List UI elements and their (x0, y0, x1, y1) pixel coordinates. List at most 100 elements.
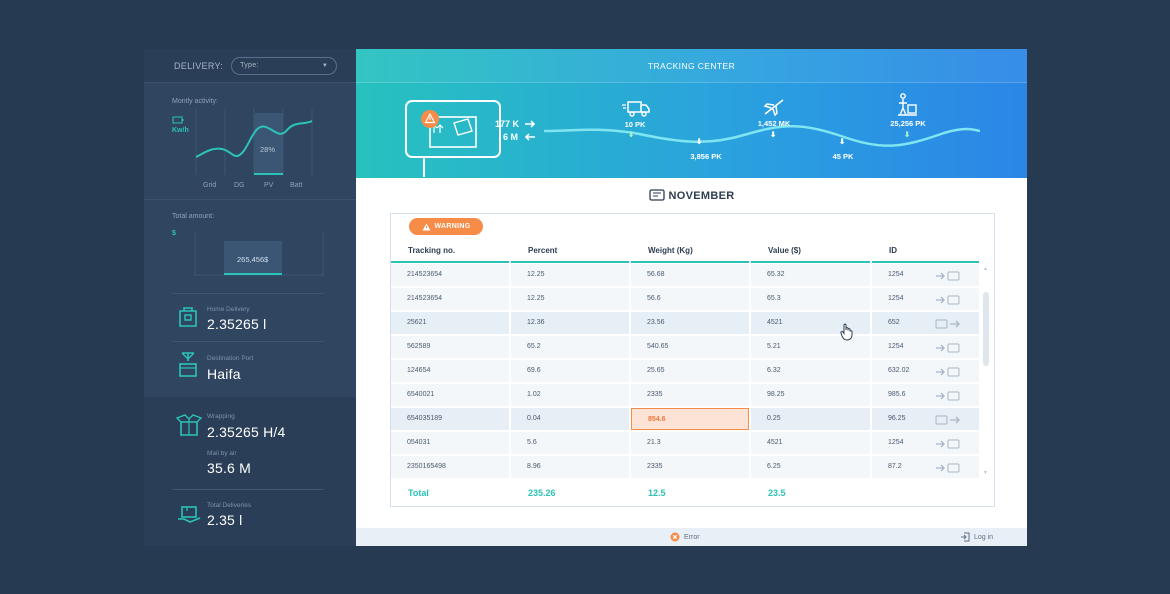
box-frame-icon (648, 189, 665, 201)
transfer-icon[interactable] (935, 294, 961, 306)
scrollbar[interactable]: ▲ ▼ (983, 266, 989, 478)
transfer-icon[interactable] (935, 462, 961, 474)
error-status[interactable]: Error (670, 532, 700, 542)
cell-value: 98.25 (751, 384, 870, 406)
point-label-4: 45 PK (832, 152, 854, 161)
divider (144, 199, 356, 200)
cell-weight: 23.56 (631, 312, 749, 334)
warning-icon (421, 110, 439, 128)
total-label: Total (408, 488, 429, 498)
cell-weight: 2335 (631, 384, 749, 406)
home-delivery-value: 2.35265 l (207, 316, 267, 332)
destination-port-value: Haifa (207, 366, 241, 382)
transfer-icon[interactable] (935, 342, 961, 354)
transfer-icon[interactable] (935, 270, 961, 282)
scrollbar-thumb[interactable] (983, 292, 989, 366)
total-amount-value: 265,456$ (237, 255, 269, 264)
cell-percent: 5.6 (511, 432, 629, 454)
cell-id: 87.2 (872, 456, 979, 478)
table-row[interactable]: 054031 5.6 21.3 4521 1254 (391, 431, 979, 455)
open-box-icon (176, 414, 202, 436)
cell-weight: 25.65 (631, 360, 749, 382)
table-row[interactable]: 214523654 12.25 56.68 65.32 1254 (391, 263, 979, 287)
cell-id: 96.25 (872, 408, 979, 430)
table-row[interactable]: 562589 65.2 540.65 5.21 1254 (391, 335, 979, 359)
cell-percent: 12.36 (511, 312, 629, 334)
transfer-icon[interactable] (935, 366, 961, 378)
warning-icon (422, 223, 431, 230)
point-label-1: 10 PK (624, 120, 646, 129)
sidebar: DELIVERY: Type: ▼ Montly activity: Kw/h … (144, 49, 356, 546)
cell-percent: 65.2 (511, 336, 629, 358)
divider (172, 489, 324, 490)
cell-value: 0.25 (751, 408, 870, 430)
error-icon (670, 532, 680, 542)
cell-id: 1254 (872, 288, 979, 310)
total-deliveries-label: Total Deliveries (207, 502, 252, 509)
col-weight[interactable]: Weight (Kg) (648, 246, 693, 255)
cell-percent: 8.96 (511, 456, 629, 478)
arrow-down-icon: ⬇ (628, 130, 635, 139)
cell-tracking-no: 562589 (391, 336, 509, 358)
col-value[interactable]: Value ($) (768, 246, 801, 255)
transfer-icon[interactable] (935, 390, 961, 402)
col-id[interactable]: ID (889, 246, 897, 255)
table-header: Tracking no. Percent Weight (Kg) Value (… (391, 240, 979, 263)
point-label-5: 25,256 PK (890, 119, 926, 128)
delivery-filter-bar: DELIVERY: Type: ▼ (144, 49, 356, 83)
month-label: NOVEMBER (668, 190, 735, 202)
cell-id: 1254 (872, 336, 979, 358)
point-label-3: 1,452 MK (757, 119, 791, 128)
warning-label: WARNING (434, 223, 471, 230)
cell-tracking-no: 25621 (391, 312, 509, 334)
arrow-down-icon: ⬇ (696, 137, 703, 146)
col-tracking-no[interactable]: Tracking no. (408, 246, 456, 255)
cell-percent: 1.02 (511, 384, 629, 406)
type-select-value: Type: (240, 62, 259, 69)
bar-category-batt: Batt (290, 182, 303, 189)
cell-weight: 21.3 (631, 432, 749, 454)
cell-weight: 540.65 (631, 336, 749, 358)
warning-button[interactable]: WARNING (409, 218, 483, 235)
total-amount-chart (194, 231, 324, 276)
cell-value: 6.32 (751, 360, 870, 382)
cell-value: 65.3 (751, 288, 870, 310)
bag-icon (179, 307, 197, 327)
mail-by-air-label: Mail by air (207, 450, 237, 457)
point-label-2: 3,856 PK (690, 152, 722, 161)
table-row[interactable]: 2350165498 8.96 2335 6.25 87.2 (391, 455, 979, 479)
currency-label: $ (172, 230, 176, 237)
table-row[interactable]: 214523654 12.25 56.6 65.3 1254 (391, 287, 979, 311)
status-footer: Error Log in (356, 528, 1027, 546)
login-label: Log in (974, 533, 994, 541)
table-row[interactable]: 25621 12.36 23.56 4521 652 (391, 311, 979, 335)
cell-percent: 12.25 (511, 264, 629, 286)
scroll-up-icon[interactable]: ▲ (983, 266, 988, 272)
transfer-icon[interactable] (935, 414, 961, 426)
login-button[interactable]: Log in (960, 532, 993, 542)
cell-id: 632.02 (872, 360, 979, 382)
divider (172, 293, 324, 294)
cell-tracking-no: 214523654 (391, 288, 509, 310)
col-percent[interactable]: Percent (528, 246, 558, 255)
route-wave (544, 125, 980, 147)
table-row[interactable]: 654035189 0.04 854.6 0.25 96.25 (391, 407, 979, 431)
bar-category-dg: DG (234, 182, 245, 189)
stat-k: 177 K (495, 119, 520, 129)
activity-area-chart (195, 109, 313, 175)
login-icon (961, 532, 970, 542)
cell-id: 1254 (872, 432, 979, 454)
monthly-activity-label: Montly activity: (172, 98, 218, 105)
cell-weight: 2335 (631, 456, 749, 478)
wrapping-value: 2.35265 H/4 (207, 424, 286, 440)
transfer-icon[interactable] (935, 438, 961, 450)
table-row[interactable]: 124654 69.6 25.65 6.32 632.02 (391, 359, 979, 383)
type-select[interactable]: Type: ▼ (231, 56, 338, 75)
table-row[interactable]: 6540021 1.02 2335 98.25 985.6 (391, 383, 979, 407)
transfer-icon[interactable] (935, 318, 961, 330)
cell-value: 4521 (751, 312, 870, 334)
battery-icon (172, 116, 184, 124)
arrows-icon (524, 120, 536, 141)
error-label: Error (684, 533, 700, 541)
scroll-down-icon[interactable]: ▼ (983, 470, 988, 476)
